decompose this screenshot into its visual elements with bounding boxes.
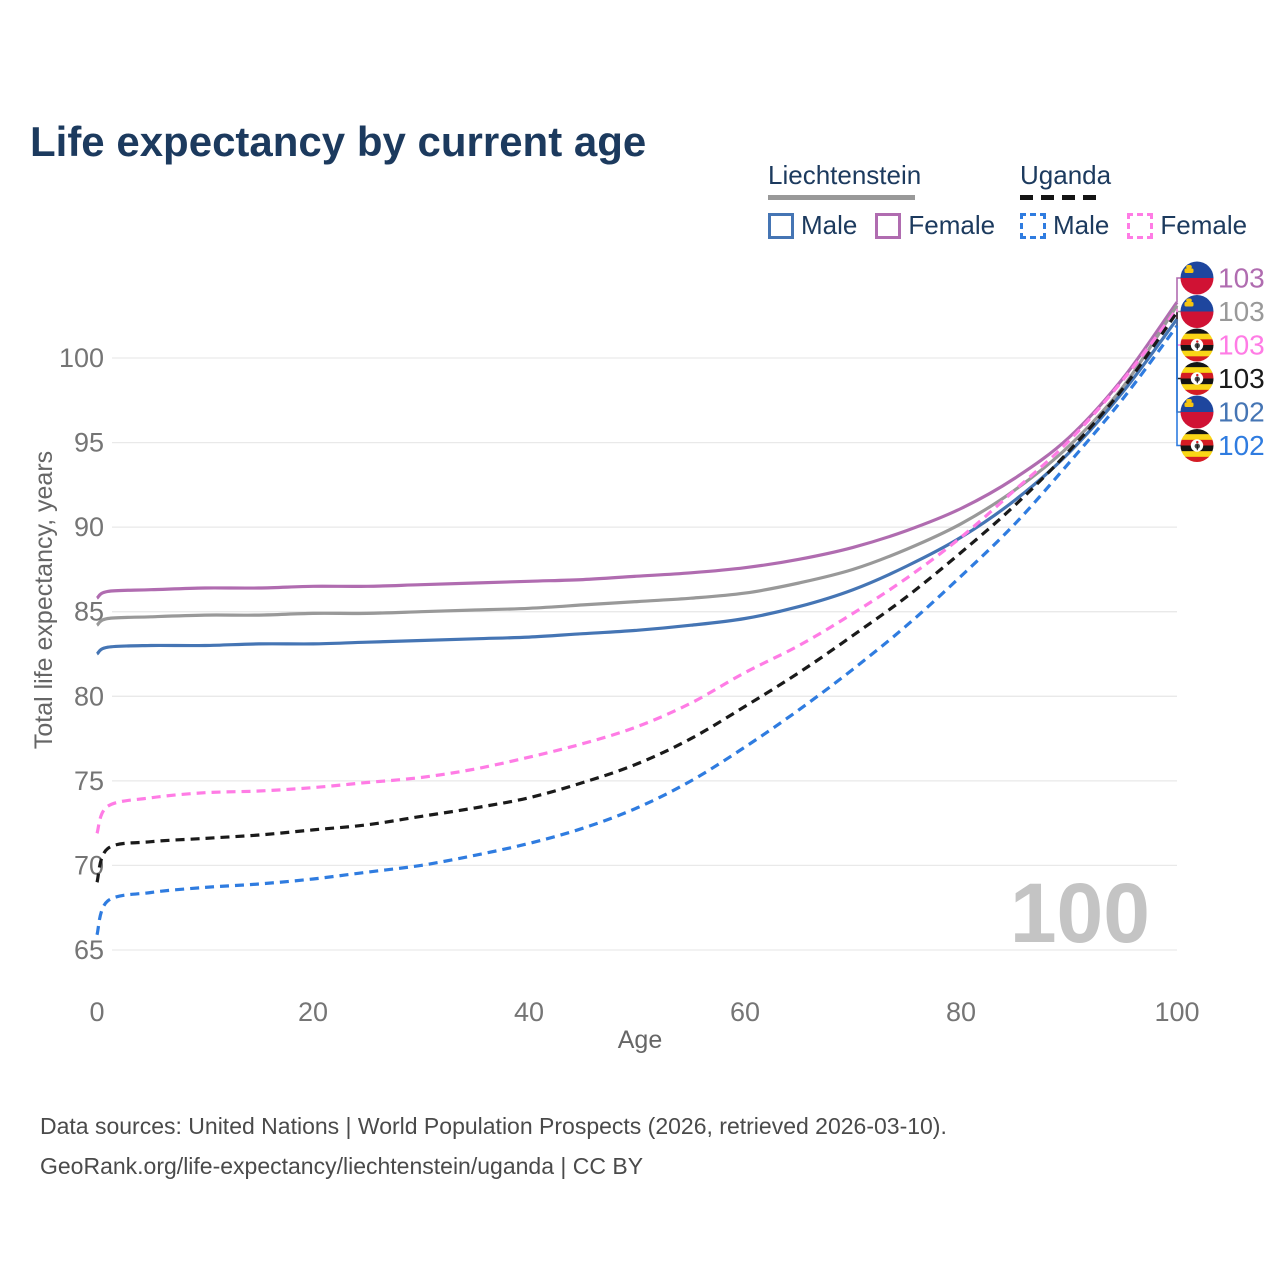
x-tick-label: 20 bbox=[298, 997, 328, 1027]
y-axis-title: Total life expectancy, years bbox=[30, 451, 58, 749]
uganda-male-swatch[interactable] bbox=[1020, 212, 1046, 239]
y-tick-label: 95 bbox=[74, 428, 104, 458]
series-line-liechtenstein-female[interactable] bbox=[95, 301, 1179, 600]
footer: Data sources: United Nations | World Pop… bbox=[40, 1106, 947, 1186]
legend-country-liechtenstein: Liechtenstein bbox=[768, 160, 922, 190]
uganda-female-label[interactable]: Female bbox=[1160, 210, 1248, 240]
legend-country-uganda: Uganda bbox=[1020, 160, 1112, 190]
y-tick-label: 80 bbox=[74, 681, 104, 711]
x-tick-label: 40 bbox=[514, 997, 544, 1027]
leader-line bbox=[1176, 277, 1181, 303]
uganda-flag-icon bbox=[1180, 362, 1214, 395]
end-value-label-liechtenstein-male: 102 bbox=[1218, 397, 1265, 428]
y-tick-label: 90 bbox=[74, 512, 104, 542]
x-axis-title: Age bbox=[618, 1026, 662, 1054]
leader-line bbox=[1176, 325, 1181, 447]
liechtenstein-line-sample bbox=[768, 195, 915, 200]
age-counter-watermark: 100 bbox=[1010, 866, 1150, 960]
y-tick-label: 100 bbox=[59, 343, 104, 373]
data-source-text: Data sources: United Nations | World Pop… bbox=[40, 1113, 947, 1139]
liechtenstein-flag-icon bbox=[1180, 395, 1214, 429]
liechtenstein-female-swatch[interactable] bbox=[875, 212, 902, 239]
series-line-uganda-male[interactable] bbox=[95, 324, 1179, 936]
x-tick-label: 80 bbox=[946, 997, 976, 1027]
end-value-label-uganda-female: 103 bbox=[1218, 330, 1265, 361]
liechtenstein-female-label[interactable]: Female bbox=[908, 210, 996, 240]
end-value-label-liechtenstein-female: 103 bbox=[1218, 263, 1265, 294]
page-title: Life expectancy by current age bbox=[30, 118, 647, 166]
end-value-label-liechtenstein-both-sexes: 103 bbox=[1218, 296, 1265, 327]
series-line-liechtenstein-male[interactable] bbox=[95, 318, 1179, 656]
legend-group-uganda: Uganda Male Female bbox=[1020, 160, 1265, 241]
attribution-text: GeoRank.org/life-expectancy/liechtenstei… bbox=[40, 1153, 644, 1179]
uganda-flag-icon bbox=[1180, 328, 1214, 362]
x-tick-label: 0 bbox=[89, 997, 104, 1027]
x-tick-label: 100 bbox=[1154, 997, 1199, 1027]
series-line-uganda-both-sexes[interactable] bbox=[95, 311, 1179, 883]
uganda-flag-icon bbox=[1180, 429, 1214, 462]
x-tick-label: 60 bbox=[730, 997, 760, 1027]
series-line-uganda-female[interactable] bbox=[95, 307, 1179, 834]
y-tick-label: 75 bbox=[74, 766, 104, 796]
liechtenstein-male-swatch[interactable] bbox=[768, 212, 794, 239]
end-value-label-uganda-male: 102 bbox=[1218, 430, 1265, 461]
liechtenstein-flag-icon bbox=[1180, 295, 1214, 328]
liechtenstein-flag-icon bbox=[1180, 261, 1214, 295]
uganda-line-sample bbox=[1020, 195, 1104, 200]
y-tick-label: 65 bbox=[74, 935, 104, 965]
liechtenstein-male-label[interactable]: Male bbox=[801, 210, 858, 240]
end-value-label-uganda-both-sexes: 103 bbox=[1218, 363, 1265, 394]
uganda-male-label[interactable]: Male bbox=[1053, 210, 1110, 240]
legend-group-liechtenstein: Liechtenstein Male Female bbox=[768, 160, 1013, 241]
uganda-female-swatch[interactable] bbox=[1127, 212, 1154, 239]
